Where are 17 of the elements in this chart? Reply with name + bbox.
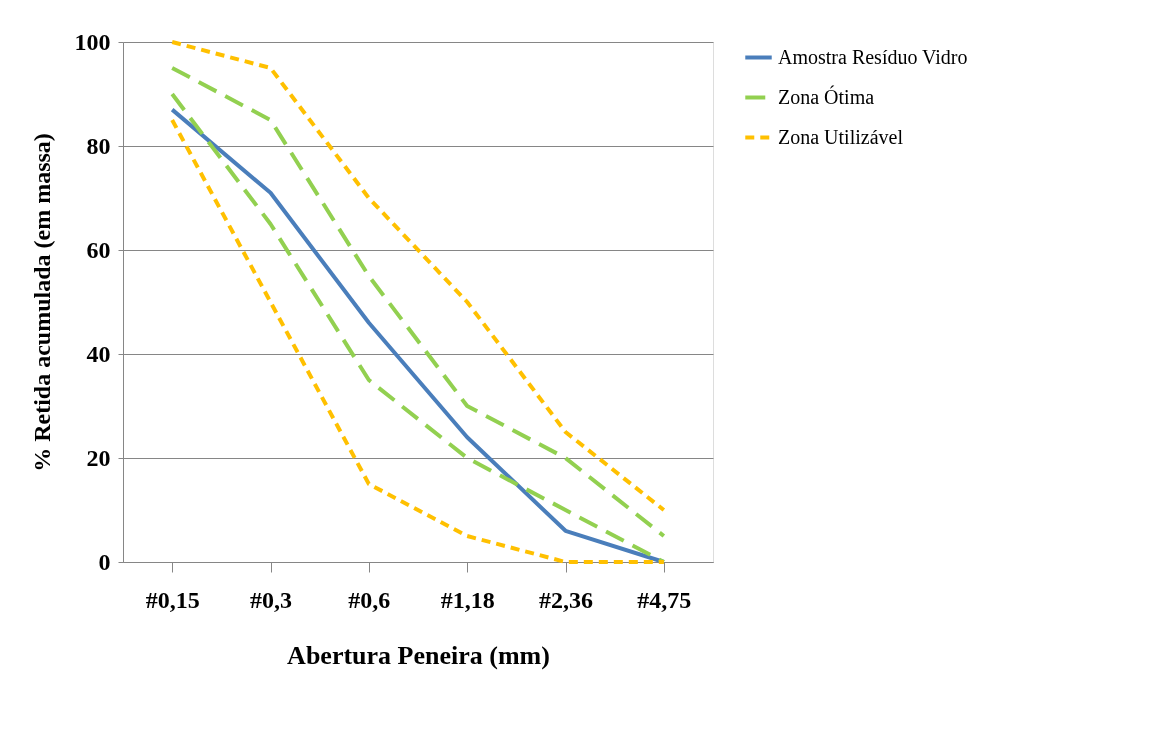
x-tick-label: #0,6 [348,586,391,613]
x-axis-title: Abertura Peneira (mm) [287,640,550,670]
y-axis-title: % Retida acumulada (em massa) [28,133,55,472]
y-tick-label: 100 [74,28,111,55]
x-tick-label: #2,36 [539,586,593,613]
y-tick-label: 40 [86,340,111,367]
legend-label: Zona Ótima [778,84,875,108]
y-tick-label: 80 [86,132,111,159]
x-tick-label: #4,75 [637,586,692,613]
x-tick-label: #0,15 [145,586,200,613]
y-tick-label: 60 [86,236,111,263]
legend-label: Amostra Resíduo Vidro [778,45,968,68]
y-tick-label: 0 [98,548,111,575]
legend-label: Zona Utilizável [778,125,904,148]
x-tick-label: #1,18 [440,586,495,613]
x-tick-label: #0,3 [250,586,292,613]
y-tick-label: 20 [86,444,111,471]
